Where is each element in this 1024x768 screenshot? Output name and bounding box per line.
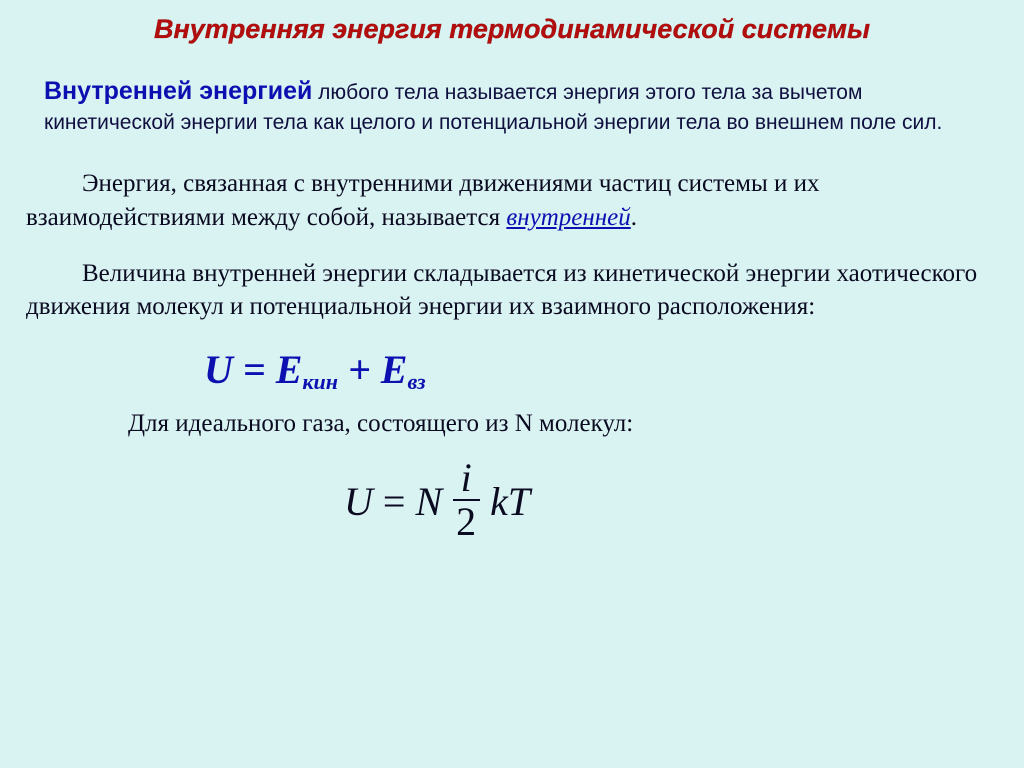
- paragraph-2: Величина внутренней энергии складывается…: [26, 257, 988, 325]
- f2-N: N: [415, 478, 442, 525]
- f2-denominator: 2: [448, 501, 484, 543]
- f1-E2: E: [381, 347, 408, 392]
- f1-sub1: кин: [302, 369, 338, 394]
- f2-kT: kT: [490, 478, 530, 525]
- f2-eq: =: [383, 478, 406, 525]
- f2-numerator: i: [453, 457, 480, 501]
- formula-energy-sum: U = Eкин + Eвз: [204, 346, 1000, 393]
- definition-term: Внутренней энергией: [44, 77, 312, 105]
- slide-title: Внутренняя энергия термодинамической сис…: [24, 14, 1000, 45]
- f1-plus: +: [338, 347, 381, 392]
- f1-lhs: U: [204, 347, 233, 392]
- f1-E1: E: [276, 347, 303, 392]
- f2-fraction: i 2: [448, 457, 484, 543]
- definition-paragraph: Внутренней энергией любого тела называет…: [44, 75, 986, 137]
- paragraph-3: Для идеального газа, состоящего из N мол…: [72, 407, 988, 441]
- formula-ideal-gas: U = N i 2 kT: [344, 459, 1000, 545]
- f1-eq: =: [233, 347, 276, 392]
- f1-sub2: вз: [407, 369, 425, 394]
- para1-keyword: внутренней: [506, 204, 630, 231]
- slide-content: Внутренняя энергия термодинамической сис…: [0, 0, 1024, 555]
- para1-after: .: [631, 204, 637, 231]
- f2-U: U: [344, 478, 373, 525]
- para1-before: Энергия, связанная с внутренними движени…: [26, 170, 820, 231]
- paragraph-1: Энергия, связанная с внутренними движени…: [26, 167, 988, 235]
